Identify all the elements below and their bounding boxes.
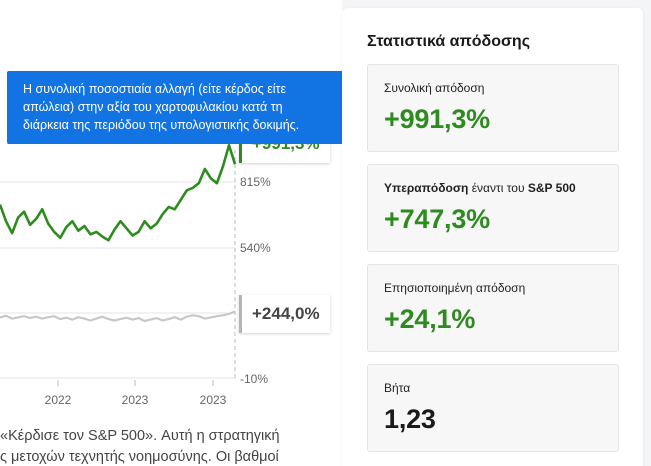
stat-value: 1,23 [384, 404, 436, 434]
y-tick-label: 540% [240, 241, 271, 255]
portfolio-series-line [0, 143, 237, 242]
stat-value: +991,3% [384, 104, 490, 134]
stat-label: Υπεραπόδοση έναντι του S&P 500 [384, 180, 602, 196]
stat-card-outperformance[interactable]: Υπεραπόδοση έναντι του S&P 500 +747,3% [367, 164, 619, 252]
y-tick-label: -10% [240, 372, 268, 386]
performance-chart: 815% 540% -10% 2022 2023 2023 [0, 143, 271, 407]
stat-card-total-return[interactable]: Συνολική απόδοση +991,3% [367, 64, 619, 152]
stat-label-mid: έναντι του [468, 181, 528, 195]
panel-title: Στατιστικά απόδοσης [367, 33, 531, 50]
stat-value: +747,3% [384, 204, 490, 234]
stat-label: Συνολική απόδοση [384, 81, 485, 95]
stat-value: +24,1% [384, 304, 476, 334]
description-line: ς μετοχών τεχνητής νοημοσύνης. Οι βαθμοί [0, 449, 279, 465]
stat-label-benchmark: S&P 500 [527, 181, 576, 195]
sp500-series-line [0, 310, 236, 323]
tooltip-line: Η συνολική ποσοστιαία αλλαγή (είτε κέρδο… [23, 82, 287, 96]
x-tick-label: 2023 [200, 393, 227, 407]
description-line: «Κέρδισε τον S&P 500». Αυτή η στρατηγική [0, 428, 280, 444]
x-tick-label: 2023 [122, 393, 149, 407]
tooltip-line: διάρκεια της περιόδου της υπολογιστικής … [23, 118, 300, 132]
performance-stats-panel: Στατιστικά απόδοσης Συνολική απόδοση +99… [342, 8, 643, 466]
stat-label-strong: Υπεραπόδοση [384, 181, 469, 195]
x-tick-label: 2022 [45, 393, 72, 407]
backtest-main-area: 815% 540% -10% 2022 2023 2023 +991,3% +2… [0, 0, 342, 466]
stat-card-annualized-return[interactable]: Επησιοποιημένη απόδοση +24,1% [367, 264, 619, 352]
stat-label: Βήτα [384, 381, 411, 395]
sp500-end-label: +244,0% [239, 295, 330, 333]
stat-label: Επησιοποιημένη απόδοση [384, 281, 526, 295]
strategy-description: «Κέρδισε τον S&P 500». Αυτή η στρατηγική… [0, 426, 340, 466]
tooltip-line: απώλεια) στην αξία του χαρτοφυλακίου κατ… [23, 100, 283, 114]
total-return-tooltip: Η συνολική ποσοστιαία αλλαγή (είτε κέρδο… [7, 71, 365, 144]
stat-card-beta[interactable]: Βήτα 1,23 [367, 364, 619, 452]
y-tick-label: 815% [240, 175, 271, 189]
